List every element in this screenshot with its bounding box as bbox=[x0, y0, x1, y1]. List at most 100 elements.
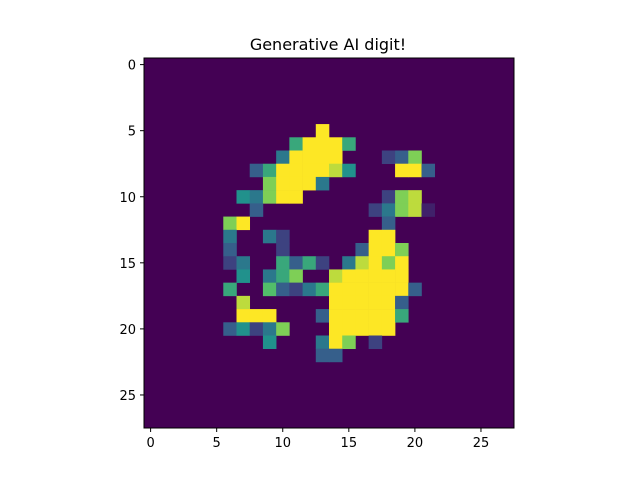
heatmap-cell bbox=[249, 309, 264, 323]
x-tick-label: 10 bbox=[274, 436, 291, 451]
heatmap-cell bbox=[329, 335, 343, 350]
heatmap-cell bbox=[368, 322, 383, 336]
chart-title: Generative AI digit! bbox=[250, 35, 406, 54]
heatmap-cell bbox=[342, 309, 356, 323]
heatmap-cell bbox=[262, 176, 277, 191]
heatmap-cell bbox=[368, 282, 383, 297]
heatmap-cell bbox=[395, 269, 409, 283]
x-tick-label: 15 bbox=[341, 436, 358, 451]
heatmap-cell bbox=[236, 256, 251, 270]
heatmap-cell bbox=[395, 190, 409, 204]
heatmap-cell bbox=[289, 282, 303, 297]
heatmap-cell bbox=[249, 322, 264, 336]
heatmap-cell bbox=[223, 243, 237, 257]
heatmap-cell bbox=[342, 269, 356, 283]
heatmap-cell bbox=[408, 282, 422, 297]
x-tick-label: 5 bbox=[213, 436, 221, 451]
heatmap-cell bbox=[223, 322, 237, 336]
heatmap-cell bbox=[262, 282, 277, 297]
heatmap-cell bbox=[262, 309, 277, 323]
heatmap-cell bbox=[342, 335, 356, 350]
heatmap-background bbox=[144, 58, 514, 428]
heatmap-cell bbox=[408, 150, 422, 165]
heatmap-cell bbox=[329, 269, 343, 283]
heatmap-cell bbox=[329, 322, 343, 336]
heatmap-cell bbox=[276, 256, 290, 270]
heatmap-cell bbox=[381, 256, 396, 270]
heatmap-cell bbox=[368, 335, 383, 350]
heatmap-cell bbox=[381, 295, 396, 310]
heatmap-cell bbox=[223, 216, 237, 231]
heatmap-cell bbox=[276, 282, 290, 297]
heatmap-cell bbox=[262, 190, 277, 204]
heatmap-cell bbox=[342, 295, 356, 310]
heatmap-cell bbox=[276, 322, 290, 336]
heatmap-cell bbox=[249, 163, 264, 178]
heatmap-cell bbox=[395, 163, 409, 178]
heatmap-cell bbox=[368, 269, 383, 283]
heatmap-cell bbox=[249, 190, 264, 204]
x-tick-label: 20 bbox=[407, 436, 424, 451]
heatmap-cell bbox=[342, 256, 356, 270]
heatmap-cell bbox=[276, 163, 290, 178]
heatmap-cell bbox=[302, 256, 317, 270]
heatmap-cell bbox=[302, 163, 317, 178]
y-tick-label: 5 bbox=[128, 125, 136, 140]
heatmap-cell bbox=[329, 348, 343, 363]
heatmap-cell bbox=[315, 348, 330, 363]
heatmap-cell bbox=[395, 256, 409, 270]
heatmap-cell bbox=[421, 163, 436, 178]
heatmap-cell bbox=[315, 256, 330, 270]
heatmap-cell bbox=[329, 150, 343, 165]
heatmap-cell bbox=[276, 150, 290, 165]
x-tick-label: 25 bbox=[473, 436, 490, 451]
heatmap-cell bbox=[236, 295, 251, 310]
heatmap-cell bbox=[342, 163, 356, 178]
heatmap-cell bbox=[368, 295, 383, 310]
heatmap-cells bbox=[144, 58, 514, 428]
heatmap-cell bbox=[342, 322, 356, 336]
heatmap-cell bbox=[262, 335, 277, 350]
heatmap-cell bbox=[276, 176, 290, 191]
heatmap-cell bbox=[381, 229, 396, 244]
y-axis: 0 5 10 15 20 25 bbox=[119, 59, 144, 404]
heatmap-cell bbox=[368, 229, 383, 244]
heatmap-cell bbox=[223, 229, 237, 244]
heatmap-cell bbox=[408, 203, 422, 217]
x-axis: 0 5 10 15 20 25 bbox=[146, 428, 489, 451]
heatmap-cell bbox=[355, 256, 369, 270]
heatmap-cell bbox=[395, 150, 409, 165]
heatmap-cell bbox=[236, 322, 251, 336]
heatmap-cell bbox=[355, 322, 369, 336]
heatmap-cell bbox=[381, 309, 396, 323]
heatmap-cell bbox=[315, 163, 330, 178]
heatmap-cell bbox=[381, 243, 396, 257]
heatmap-cell bbox=[395, 203, 409, 217]
y-tick-label: 0 bbox=[128, 59, 136, 74]
heatmap-cell bbox=[315, 335, 330, 350]
heatmap-cell bbox=[315, 282, 330, 297]
heatmap-cell bbox=[276, 229, 290, 244]
heatmap-cell bbox=[262, 163, 277, 178]
heatmap-cell bbox=[289, 190, 303, 204]
heatmap-cell bbox=[329, 163, 343, 178]
y-tick-label: 25 bbox=[119, 389, 136, 404]
heatmap-cell bbox=[395, 243, 409, 257]
heatmap-cell bbox=[315, 124, 330, 138]
heatmap-cell bbox=[381, 150, 396, 165]
heatmap-cell bbox=[355, 269, 369, 283]
heatmap-cell bbox=[315, 309, 330, 323]
heatmap-cell bbox=[329, 295, 343, 310]
heatmap-cell bbox=[395, 309, 409, 323]
heatmap-cell bbox=[289, 150, 303, 165]
heatmap-cell bbox=[342, 137, 356, 151]
heatmap-cell bbox=[262, 269, 277, 283]
heatmap-cell bbox=[342, 282, 356, 297]
heatmap-cell bbox=[236, 309, 251, 323]
heatmap-cell bbox=[302, 176, 317, 191]
heatmap-cell bbox=[421, 203, 436, 217]
heatmap-cell bbox=[355, 243, 369, 257]
heatmap-cell bbox=[302, 282, 317, 297]
heatmap-cell bbox=[368, 256, 383, 270]
